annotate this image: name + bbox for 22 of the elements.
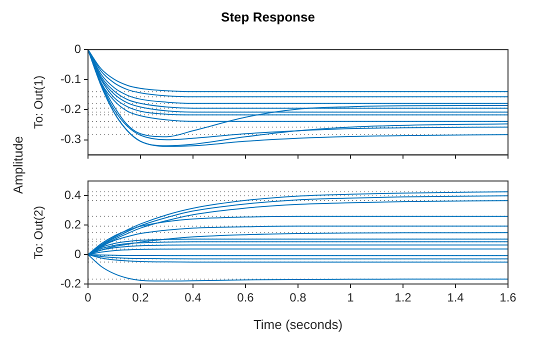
x-tick-label: 1.4 — [447, 290, 464, 305]
text: Amplitude — [10, 136, 26, 194]
x-tick-label: 0.4 — [184, 290, 202, 305]
x-tick-label: 1.2 — [394, 290, 412, 305]
y-tick-label: 0.2 — [64, 217, 82, 232]
x-tick-label: 0 — [84, 290, 92, 305]
y-tick-label: -0.1 — [60, 72, 82, 86]
y-tick-label: -0.2 — [60, 276, 82, 290]
y-tick-label: 0 — [74, 246, 82, 261]
y-tick-label: -0.3 — [60, 132, 82, 146]
x-tick-label: 0.2 — [132, 290, 150, 305]
x-axis-title: Time (seconds) — [253, 316, 343, 332]
y-tick-label: 0 — [74, 42, 82, 56]
y-tick-label: -0.2 — [60, 102, 82, 116]
x-tick-label: 0.6 — [237, 290, 254, 305]
x-tick-label: 0.8 — [290, 290, 307, 305]
chart-title: Step Response — [221, 9, 315, 24]
y-axis-title: To: Out(2) — [32, 206, 46, 260]
y-axis-title: To: Out(1) — [32, 76, 46, 129]
y-tick-label: 0.4 — [64, 188, 82, 202]
x-tick-label: 1 — [347, 290, 354, 305]
x-tick-label: 1.6 — [500, 290, 517, 305]
